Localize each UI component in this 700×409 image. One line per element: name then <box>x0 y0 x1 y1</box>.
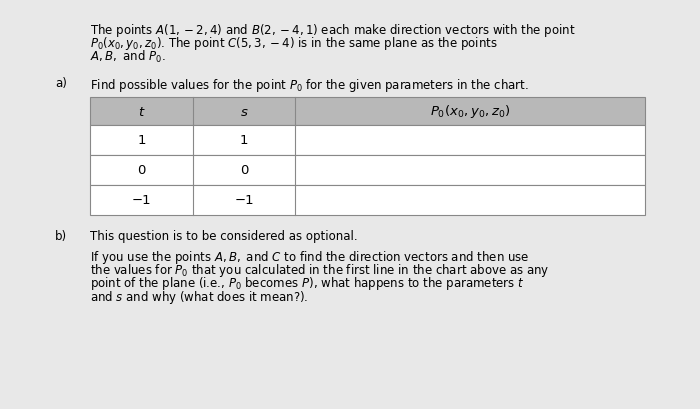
Text: This question is to be considered as optional.: This question is to be considered as opt… <box>90 229 358 243</box>
Bar <box>90 98 645 126</box>
Text: and $s$ and why (what does it mean?).: and $s$ and why (what does it mean?). <box>90 288 309 305</box>
Text: 0: 0 <box>137 164 146 177</box>
Text: $t$: $t$ <box>137 105 145 118</box>
Text: 1: 1 <box>137 134 146 147</box>
Text: $P_0(x_0, y_0, z_0)$. The point $C(5,3,-4)$ is in the same plane as the points: $P_0(x_0, y_0, z_0)$. The point $C(5,3,-… <box>90 36 498 52</box>
Bar <box>90 155 645 186</box>
Text: Find possible values for the point $P_0$ for the given parameters in the chart.: Find possible values for the point $P_0$… <box>90 76 529 93</box>
Bar <box>90 126 645 155</box>
Bar <box>90 186 645 216</box>
Text: the values for $P_0$ that you calculated in the first line in the chart above as: the values for $P_0$ that you calculated… <box>90 261 550 278</box>
Text: −1: −1 <box>234 194 254 207</box>
Text: b): b) <box>55 229 67 243</box>
Text: −1: −1 <box>132 194 151 207</box>
Text: point of the plane (i.e., $P_0$ becomes $P$), what happens to the parameters $t$: point of the plane (i.e., $P_0$ becomes … <box>90 275 524 292</box>
Text: a): a) <box>55 76 67 89</box>
Text: 1: 1 <box>240 134 248 147</box>
Text: 0: 0 <box>240 164 248 177</box>
Text: If you use the points $A, B,$ and $C$ to find the direction vectors and then use: If you use the points $A, B,$ and $C$ to… <box>90 248 529 265</box>
Text: $A, B,$ and $P_0$.: $A, B,$ and $P_0$. <box>90 49 165 65</box>
Text: $s$: $s$ <box>239 105 248 118</box>
Text: The points $A(1,-2,4)$ and $B(2,-4,1)$ each make direction vectors with the poin: The points $A(1,-2,4)$ and $B(2,-4,1)$ e… <box>90 22 575 39</box>
Text: $P_0(x_0, y_0, z_0)$: $P_0(x_0, y_0, z_0)$ <box>430 103 510 120</box>
